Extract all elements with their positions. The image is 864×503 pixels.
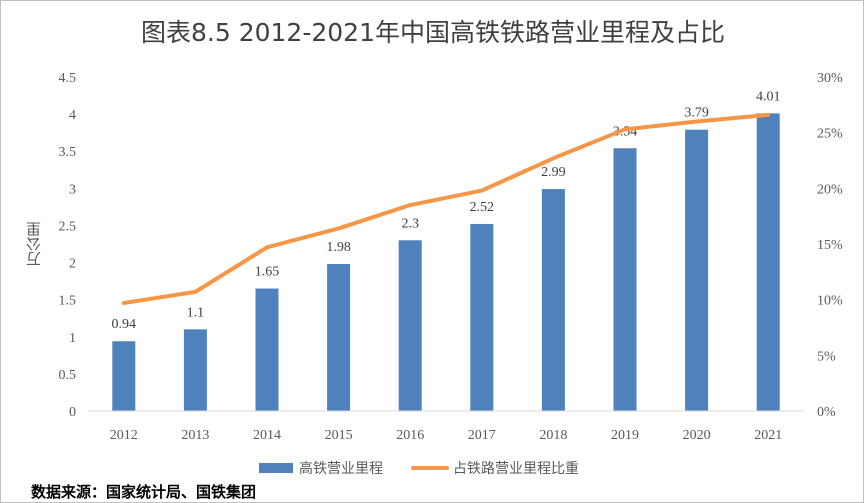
bar <box>398 240 422 411</box>
y-tick-label: 0 <box>69 405 76 420</box>
series-line <box>121 112 771 306</box>
bar <box>470 223 494 411</box>
x-tick-label: 2016 <box>396 428 424 443</box>
bar <box>685 129 709 411</box>
y2-tick-label: 25% <box>817 127 843 142</box>
y-tick-label: 3 <box>69 182 76 197</box>
y2-tick-label: 20% <box>817 182 843 197</box>
bar <box>255 288 279 411</box>
bar-data-label: 0.94 <box>112 317 137 332</box>
y2-tick-label: 30% <box>817 71 843 86</box>
x-tick-label: 2021 <box>754 428 782 443</box>
y2-tick-label: 0% <box>817 405 836 420</box>
bar <box>183 329 207 411</box>
y-tick-label: 1 <box>69 331 76 346</box>
bar-data-label: 4.01 <box>756 89 781 104</box>
legend-bar-swatch <box>259 463 293 473</box>
source-note: 数据来源：国家统计局、国铁集团 <box>31 483 257 501</box>
bar <box>112 341 136 411</box>
bar-data-label: 3.79 <box>684 106 709 121</box>
x-tick-label: 2013 <box>181 428 209 443</box>
y-tick-label: 2.5 <box>59 219 77 234</box>
y-tick-label: 1.5 <box>59 294 77 309</box>
legend-bar-label: 高铁营业里程 <box>299 460 383 477</box>
bar-data-label: 1.1 <box>187 305 205 320</box>
bar-data-label: 2.52 <box>470 200 495 215</box>
bar <box>756 113 780 411</box>
y2-tick-label: 5% <box>817 349 836 364</box>
x-tick-label: 2020 <box>683 428 711 443</box>
y2-tick-label: 15% <box>817 238 843 253</box>
y-tick-label: 0.5 <box>59 368 77 383</box>
x-tick-label: 2012 <box>110 428 138 443</box>
x-tick-label: 2015 <box>325 428 353 443</box>
bar <box>541 189 565 411</box>
bar-data-label: 1.98 <box>326 240 351 255</box>
bar <box>327 264 351 411</box>
y-tick-label: 4.5 <box>59 71 77 86</box>
y2-tick-label: 10% <box>817 294 843 309</box>
bar <box>613 148 637 411</box>
bar-data-label: 2.3 <box>401 216 419 231</box>
y-tick-label: 2 <box>69 257 76 272</box>
y-tick-label: 3.5 <box>59 145 77 160</box>
x-tick-label: 2018 <box>539 428 567 443</box>
x-tick-label: 2019 <box>611 428 639 443</box>
legend-line-label: 占铁路营业里程比重 <box>453 461 579 477</box>
y-tick-label: 4 <box>69 108 76 123</box>
bar-data-label: 1.65 <box>255 265 280 280</box>
x-tick-label: 2017 <box>468 428 496 443</box>
bar-data-label: 2.99 <box>541 165 566 180</box>
x-tick-label: 2014 <box>253 428 281 443</box>
chart-title: 图表8.5 2012-2021年中国高铁铁路营业里程及占比 <box>141 18 725 47</box>
y-axis-title: 万公里 <box>25 221 43 266</box>
